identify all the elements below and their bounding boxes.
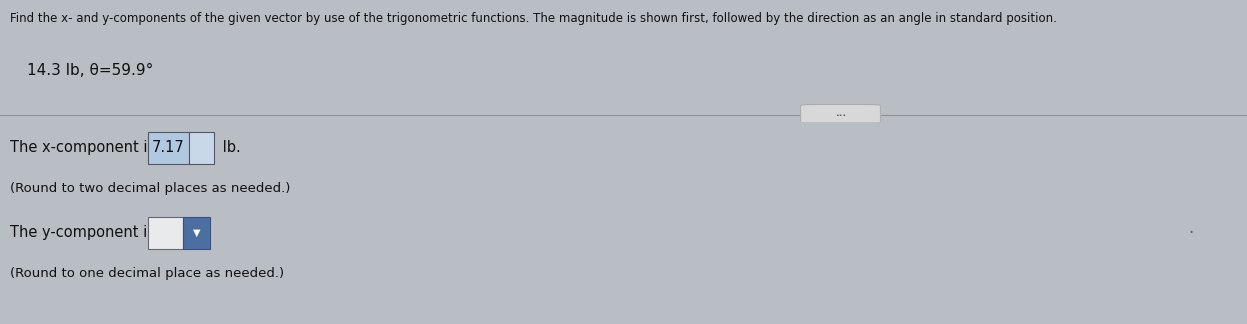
Text: Find the x- and y-components of the given vector by use of the trigonometric fun: Find the x- and y-components of the give…	[10, 12, 1057, 25]
Text: The y-component is: The y-component is	[10, 226, 160, 240]
Text: 14.3 lb, θ=59.9°: 14.3 lb, θ=59.9°	[27, 63, 153, 78]
Text: (Round to one decimal place as needed.): (Round to one decimal place as needed.)	[10, 267, 284, 280]
FancyBboxPatch shape	[801, 105, 880, 126]
FancyBboxPatch shape	[147, 217, 182, 249]
Text: lb.: lb.	[217, 140, 241, 155]
Text: (Round to two decimal places as needed.): (Round to two decimal places as needed.)	[10, 182, 291, 195]
Text: 7.17: 7.17	[152, 140, 185, 155]
FancyBboxPatch shape	[182, 217, 209, 249]
Text: •••: •••	[834, 113, 847, 118]
FancyBboxPatch shape	[190, 132, 214, 164]
Text: ▼: ▼	[192, 228, 201, 238]
FancyBboxPatch shape	[147, 132, 190, 164]
Text: ·: ·	[1188, 224, 1193, 242]
Text: The x-component is: The x-component is	[10, 140, 160, 155]
